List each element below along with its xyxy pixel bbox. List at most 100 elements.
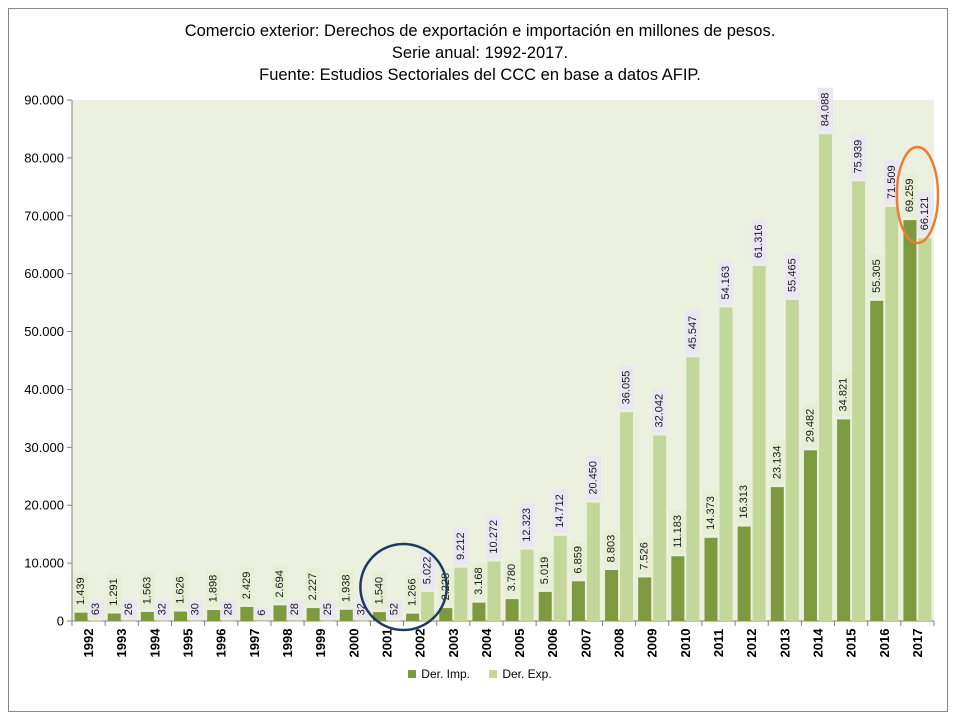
y-tick-label: 90.000 (24, 93, 64, 108)
title-line-2: Serie anual: 1992-2017. (391, 44, 569, 62)
legend-label-imp: Der. Imp. (421, 667, 470, 681)
data-label-bg (637, 537, 653, 575)
data-label: 84.088 (819, 93, 831, 127)
bar-exp (686, 357, 700, 621)
x-tick-label: 2016 (877, 629, 892, 658)
data-label: 1.266 (407, 578, 419, 606)
bar-exp (321, 620, 335, 622)
x-tick-label: 2004 (479, 628, 494, 658)
bar-imp (538, 591, 552, 621)
bar-exp (818, 134, 832, 621)
y-tick-label: 0 (57, 614, 64, 629)
data-label: 52 (388, 603, 400, 615)
x-tick-label: 2005 (512, 629, 527, 658)
bar-exp (653, 435, 667, 621)
data-label-bg (405, 573, 421, 611)
bar-exp (852, 181, 866, 621)
x-tick-label: 2015 (844, 629, 859, 658)
legend-swatch-imp (408, 670, 417, 678)
data-label-bg (106, 573, 122, 611)
bar-imp (472, 602, 486, 621)
data-label: 6 (256, 610, 268, 616)
y-tick-label: 80.000 (24, 150, 64, 165)
data-label-bg (320, 600, 336, 618)
legend: Der. Imp. Der. Exp. (0, 667, 960, 681)
data-label: 6.859 (572, 546, 584, 574)
bar-exp (553, 535, 567, 621)
data-label-bg (88, 600, 104, 618)
data-label: 8.803 (606, 535, 618, 563)
bar-imp (107, 613, 121, 621)
data-label: 1.291 (108, 578, 120, 606)
bar-imp (903, 220, 917, 622)
bar-exp (89, 620, 103, 622)
data-label-bg (338, 569, 354, 607)
data-label-bg (188, 600, 204, 618)
data-label-bg (206, 570, 222, 608)
data-label: 23.134 (771, 445, 783, 479)
data-label: 2.227 (307, 573, 319, 601)
bar-imp (273, 605, 287, 621)
data-label-bg (272, 565, 288, 603)
data-label: 61.316 (753, 224, 765, 258)
data-label-bg (917, 191, 933, 236)
data-label: 32 (156, 603, 168, 615)
data-label: 63 (90, 603, 102, 615)
data-label-bg (784, 253, 800, 297)
data-label: 45.547 (687, 316, 699, 350)
data-label: 29.482 (804, 409, 816, 443)
y-tick-label: 30.000 (24, 440, 64, 455)
x-tick-label: 2011 (711, 629, 726, 657)
x-tick-label: 1993 (114, 629, 129, 658)
bar-exp (122, 620, 136, 622)
data-label: 1.540 (373, 577, 385, 605)
legend-label-exp: Der. Exp. (502, 667, 552, 681)
data-label: 1.626 (175, 576, 187, 604)
legend-swatch-exp (489, 670, 498, 678)
data-label: 7.526 (639, 542, 651, 570)
bar-imp (671, 556, 685, 621)
bar-exp (586, 502, 600, 621)
data-label: 75.939 (853, 140, 865, 174)
bar-exp (620, 412, 634, 621)
data-label-bg (504, 559, 520, 597)
y-tick-label: 40.000 (24, 382, 64, 397)
bar-imp (803, 450, 817, 621)
data-label: 28 (289, 603, 301, 615)
x-tick-label: 2001 (379, 629, 394, 658)
data-label: 9.212 (455, 532, 467, 560)
data-label: 14.712 (554, 494, 566, 528)
bar-exp (719, 307, 733, 621)
data-label: 12.323 (521, 508, 533, 542)
bar-imp (240, 606, 254, 621)
bar-imp (638, 577, 652, 621)
data-label: 28 (223, 603, 235, 615)
x-tick-label: 1997 (247, 629, 262, 658)
data-label-bg (453, 527, 469, 565)
bar-exp (885, 207, 899, 621)
bar-exp (155, 620, 169, 622)
bar-imp (74, 612, 88, 621)
bar-exp (454, 567, 468, 621)
bar-imp (605, 570, 619, 621)
y-tick-label: 10.000 (24, 556, 64, 571)
data-label-bg (537, 551, 553, 589)
x-tick-label: 2012 (744, 629, 759, 658)
chart-title: Comercio exterior: Derechos de exportaci… (0, 20, 960, 86)
x-tick-label: 1995 (181, 629, 196, 658)
data-label-bg (552, 489, 568, 533)
bar-exp (255, 620, 269, 622)
data-label: 11.183 (672, 515, 684, 548)
y-tick-label: 60.000 (24, 266, 64, 281)
data-label: 54.163 (720, 266, 732, 300)
data-label-bg (305, 568, 321, 606)
bar-imp (207, 610, 221, 621)
bar-exp (387, 620, 401, 622)
bar-imp (174, 611, 188, 621)
data-label-bg (420, 551, 436, 589)
bar-exp (752, 266, 766, 621)
x-tick-label: 2008 (612, 629, 627, 658)
data-label: 2.694 (274, 570, 286, 598)
x-tick-label: 2007 (578, 629, 593, 658)
